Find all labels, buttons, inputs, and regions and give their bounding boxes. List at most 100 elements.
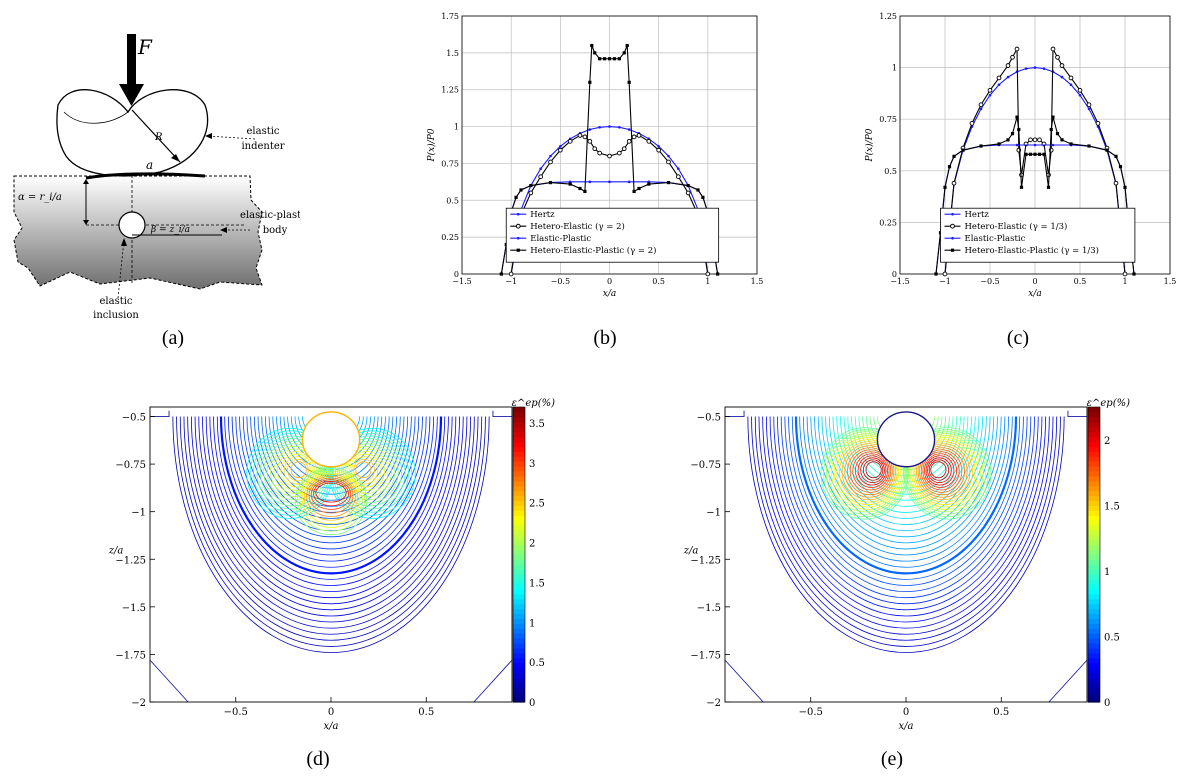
contour-line <box>253 416 409 519</box>
colorbar-segment <box>513 623 525 629</box>
x-tick-label: 1.5 <box>1164 277 1177 286</box>
strain-contour-gamma-third: −0.5 0 0.5 −0.5 −0.75 −1 −1.25 −1.5 −1.75 −2 x/a z/… <box>683 398 1130 732</box>
y-tick-label: 0.75 <box>441 159 459 168</box>
data-point <box>987 87 993 93</box>
data-point <box>617 57 621 61</box>
contour-line <box>216 416 446 580</box>
y-tick-label: 0.75 <box>879 115 897 124</box>
contour-line <box>802 416 1010 562</box>
colorbar-tick-label: 0 <box>1104 698 1110 709</box>
data-point <box>519 188 523 192</box>
contour-line <box>917 445 968 498</box>
colorbar-segment <box>1088 618 1100 624</box>
contour-line <box>862 459 884 481</box>
contour-line <box>308 477 354 514</box>
data-point <box>1033 152 1037 156</box>
data-point <box>1113 180 1119 186</box>
force-label: F <box>137 35 153 59</box>
y-tick-label: 1.75 <box>441 12 459 21</box>
data-point <box>1059 63 1065 68</box>
data-point <box>947 165 952 169</box>
colorbar-segment <box>1088 672 1100 679</box>
colorbar-frame <box>1087 406 1101 703</box>
data-point <box>1086 102 1092 108</box>
contour-line <box>909 435 981 510</box>
data-point <box>1032 137 1038 143</box>
colorbar-tick-label: 3 <box>529 459 535 470</box>
colorbar-segment <box>513 687 525 693</box>
colorbar-segment <box>513 480 525 487</box>
colorbar-segment <box>1088 633 1100 639</box>
legend-marker <box>950 248 955 252</box>
data-point <box>548 159 553 165</box>
colorbar-segment <box>513 520 525 526</box>
inclusion-label-1: elastic <box>99 296 132 307</box>
indenter-shape <box>56 89 209 177</box>
colorbar-segment <box>1088 692 1100 698</box>
contour-line <box>246 427 334 519</box>
contour-lines <box>724 410 1088 703</box>
y-tick-label: 0.25 <box>441 233 459 242</box>
x-axis-label: x/a <box>603 289 616 299</box>
colorbar-segment <box>513 534 525 541</box>
contour-line <box>777 416 1035 605</box>
contour-line <box>914 441 973 503</box>
y-tick-label: −1.75 <box>690 650 721 661</box>
x-tick-label: 1.5 <box>751 277 764 286</box>
legend-entry: Hetero-Elastic (γ = 1/3) <box>965 221 1068 232</box>
colorbar-segment <box>1088 682 1100 688</box>
colorbar-segment <box>513 475 525 482</box>
contour-line <box>242 416 420 537</box>
colorbar-segment <box>513 446 525 452</box>
colorbar-segment <box>513 461 525 467</box>
data-point <box>588 80 592 84</box>
caption-e: (e) <box>880 748 904 770</box>
data-point <box>961 148 965 152</box>
contour-line <box>227 416 435 562</box>
data-point <box>656 147 662 153</box>
colorbar-segment <box>1088 411 1100 418</box>
y-tick-label: −1.5 <box>697 603 721 614</box>
legend-entry: Hetero-Elastic (γ = 2) <box>530 221 625 232</box>
x-tick-label: −1.5 <box>452 277 471 286</box>
data-point <box>1024 152 1028 156</box>
y-tick-label: 0.5 <box>446 196 459 205</box>
legend-marker <box>516 212 520 216</box>
colorbar-segment <box>513 662 525 669</box>
contour-line <box>912 439 976 505</box>
colorbar-segment <box>1088 520 1100 526</box>
data-point <box>997 142 1001 146</box>
y-tick-label: 0 <box>454 270 459 279</box>
data-point <box>607 153 612 159</box>
contour-line <box>747 416 1065 653</box>
data-point <box>1049 127 1053 132</box>
legend-marker <box>950 223 955 229</box>
colorbar-segment <box>513 495 525 502</box>
colorbar-segment <box>513 633 525 639</box>
data-point <box>1087 144 1091 148</box>
contour-line <box>836 416 976 507</box>
colorbar-segment <box>513 608 525 615</box>
contour-line <box>172 416 490 653</box>
data-point <box>675 174 681 180</box>
contour-line <box>353 458 375 482</box>
colorbar-segment <box>1088 451 1100 457</box>
contour-line <box>341 443 396 501</box>
colorbar-segment <box>513 510 525 516</box>
colorbar-segment <box>513 677 525 683</box>
data-point <box>538 174 544 180</box>
data-point <box>952 154 956 158</box>
contour-line <box>1048 659 1088 703</box>
colorbar-segment <box>1088 638 1100 644</box>
y-tick-label: −1 <box>706 508 721 519</box>
contour-line <box>315 482 347 503</box>
colorbar-segment <box>513 426 525 433</box>
colorbar-segment <box>513 500 525 506</box>
colorbar-segment <box>1088 525 1100 531</box>
x-tick-label: −1 <box>505 277 517 286</box>
data-point <box>587 138 593 144</box>
colorbar-segment <box>1088 643 1100 649</box>
body-label-1: elastic-plastic <box>240 210 300 221</box>
contour-line <box>817 416 995 537</box>
legend-box <box>940 207 1136 263</box>
